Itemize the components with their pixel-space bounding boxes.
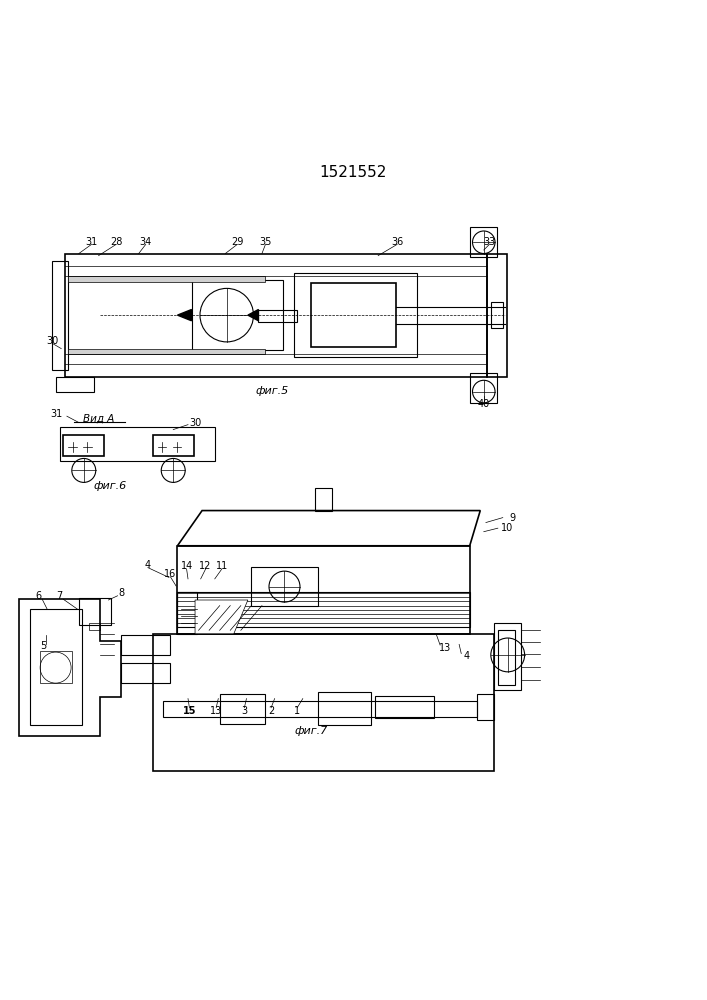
Bar xyxy=(177,592,197,634)
Text: 4: 4 xyxy=(145,560,151,570)
Bar xyxy=(30,609,83,725)
Bar xyxy=(197,601,217,628)
Bar xyxy=(89,623,100,630)
Bar xyxy=(163,701,477,717)
Polygon shape xyxy=(177,310,192,321)
Bar xyxy=(315,488,332,511)
Text: 36: 36 xyxy=(391,237,403,247)
Text: 16: 16 xyxy=(164,569,177,579)
Bar xyxy=(177,546,469,634)
Bar xyxy=(69,276,265,282)
Bar xyxy=(65,254,487,377)
Bar xyxy=(192,280,283,350)
Text: Вид А: Вид А xyxy=(83,413,115,423)
Bar xyxy=(64,435,104,456)
Text: 12: 12 xyxy=(199,561,212,571)
Bar xyxy=(153,634,494,771)
Text: 6: 6 xyxy=(35,591,41,601)
Bar xyxy=(470,227,497,257)
Bar xyxy=(217,606,231,625)
Bar xyxy=(69,349,265,354)
Bar xyxy=(470,373,497,403)
Text: 5: 5 xyxy=(40,641,47,651)
Bar xyxy=(293,273,417,357)
Bar xyxy=(252,567,318,606)
Text: 33: 33 xyxy=(484,237,496,247)
Bar xyxy=(477,694,494,720)
Bar xyxy=(121,635,170,655)
Text: 8: 8 xyxy=(118,588,124,598)
Bar xyxy=(153,435,194,456)
Text: 31: 31 xyxy=(50,409,62,419)
Text: фиг.7: фиг.7 xyxy=(295,726,328,736)
Bar xyxy=(498,630,515,685)
Bar xyxy=(259,310,297,322)
Polygon shape xyxy=(195,600,248,634)
Text: 35: 35 xyxy=(259,237,271,247)
Text: 11: 11 xyxy=(216,561,228,571)
Text: 3: 3 xyxy=(241,706,247,716)
Bar xyxy=(121,663,170,683)
Bar xyxy=(311,283,396,347)
Bar xyxy=(220,694,265,724)
Polygon shape xyxy=(177,511,480,546)
Bar xyxy=(56,377,94,392)
Text: 30: 30 xyxy=(47,336,59,346)
Bar xyxy=(60,427,215,461)
Bar xyxy=(494,623,521,690)
Text: 34: 34 xyxy=(139,237,152,247)
Polygon shape xyxy=(248,310,259,321)
Text: 13: 13 xyxy=(439,643,451,653)
Bar xyxy=(177,592,469,627)
Text: 4: 4 xyxy=(463,651,469,661)
Text: 1521552: 1521552 xyxy=(320,165,387,180)
Bar xyxy=(487,254,507,377)
Bar xyxy=(375,696,435,718)
Text: 13: 13 xyxy=(210,706,222,716)
Text: фиг.6: фиг.6 xyxy=(94,481,127,491)
Text: 1: 1 xyxy=(294,706,300,716)
Text: 29: 29 xyxy=(231,237,243,247)
Text: фиг.5: фиг.5 xyxy=(256,386,289,396)
Text: 30: 30 xyxy=(189,418,201,428)
Text: 9: 9 xyxy=(509,513,515,523)
Text: 15: 15 xyxy=(182,706,196,716)
Bar xyxy=(318,692,371,725)
Bar xyxy=(52,261,68,370)
Text: 31: 31 xyxy=(86,237,98,247)
Bar xyxy=(40,651,72,683)
Text: 7: 7 xyxy=(56,591,62,601)
Text: 2: 2 xyxy=(268,706,274,716)
Polygon shape xyxy=(19,599,121,736)
Bar xyxy=(491,302,503,328)
Text: 14: 14 xyxy=(180,561,193,571)
Text: 40: 40 xyxy=(478,399,490,409)
Text: 28: 28 xyxy=(110,237,122,247)
Text: 10: 10 xyxy=(501,523,513,533)
Bar xyxy=(79,598,110,625)
